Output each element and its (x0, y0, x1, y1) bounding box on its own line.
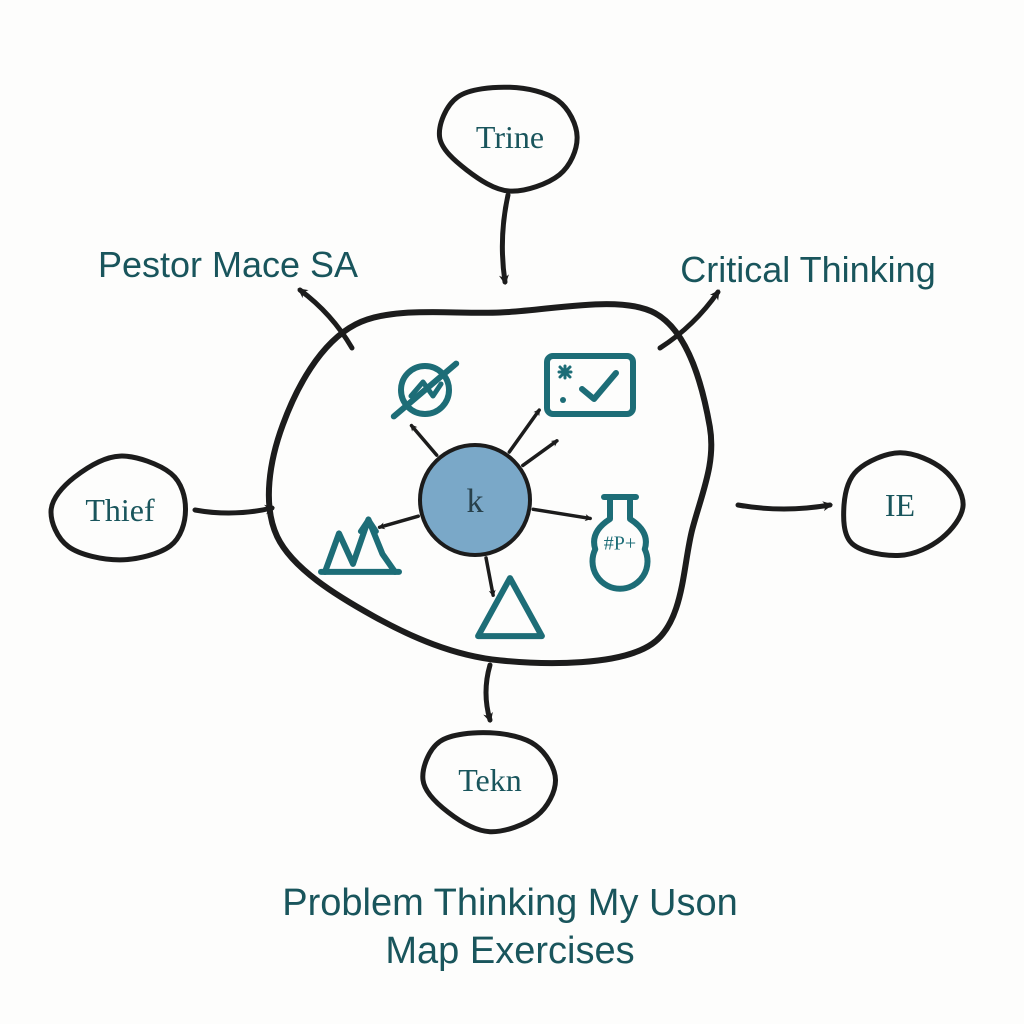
label-pestor: Pestor Mace SA (98, 242, 358, 287)
diagram-canvas: k #P+ Trine Thief IE Tekn (0, 0, 1024, 1024)
chart-icon (321, 519, 399, 572)
card-icon (547, 356, 633, 414)
caption-line2: Map Exercises (385, 930, 634, 972)
hub-spoke (411, 426, 436, 456)
svg-text:#P+: #P+ (604, 532, 636, 554)
hub-spoke (533, 509, 590, 518)
compass-icon (394, 364, 456, 417)
arrow-a-trine (502, 195, 508, 282)
caption: Problem Thinking My Uson Map Exercises (190, 880, 830, 975)
node-trine-label: Trine (476, 119, 544, 155)
arrow-a-pestor (300, 290, 352, 348)
node-tekn-label: Tekn (458, 762, 522, 798)
caption-line1: Problem Thinking My Uson (282, 882, 737, 924)
tri-icon (478, 578, 542, 636)
arrow-a-ie (738, 505, 830, 509)
label-critical: Critical Thinking (680, 247, 935, 292)
arrow-a-thief (195, 508, 272, 513)
hub-spoke (523, 441, 557, 466)
node-thief-label: Thief (85, 492, 155, 528)
hub-spoke (380, 516, 419, 527)
hub-spoke (486, 558, 493, 595)
hub-glyph: k (467, 483, 484, 520)
hub-spoke (509, 410, 539, 452)
flask-icon: #P+ (593, 497, 648, 589)
node-ie-label: IE (885, 487, 915, 523)
arrow-a-tekn (486, 665, 490, 720)
